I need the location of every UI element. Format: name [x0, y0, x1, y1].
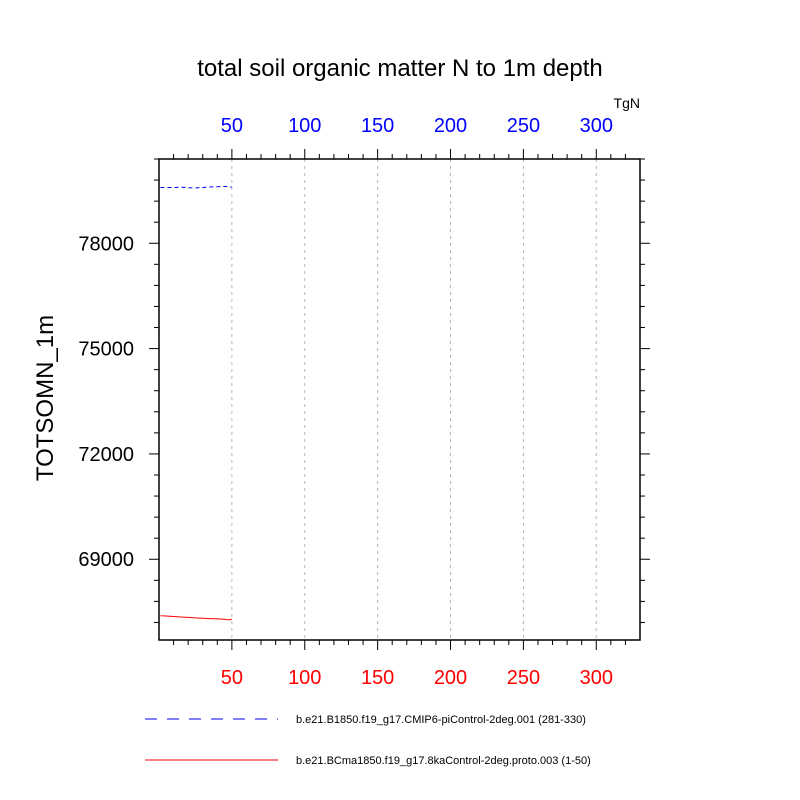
x-tick-label-top: 50: [221, 115, 243, 137]
legend: b.e21.B1850.f19_g17.CMIP6-piControl-2deg…: [145, 714, 591, 767]
y-tick-label: 75000: [78, 339, 134, 361]
x-tick-label-bottom: 200: [434, 667, 467, 689]
y-tick-label: 72000: [78, 444, 134, 466]
x-tick-label-top: 200: [434, 115, 467, 137]
x-tick-label-top: 250: [507, 115, 540, 137]
chart-title: total soil organic matter N to 1m depth: [197, 55, 603, 82]
y-tick-label: 69000: [78, 549, 134, 571]
plot-frame: [158, 158, 641, 641]
x-tick-label-bottom: 50: [221, 667, 243, 689]
x-tick-label-bottom: 100: [288, 667, 321, 689]
tick-labels: 50 50 100 100 150 150 200 200 250 250 300 300 69000 7…: [78, 115, 613, 689]
major-ticks: [149, 149, 650, 650]
y-axis-label: TOTSOMN_1m: [32, 315, 59, 481]
series-line-1: [160, 615, 232, 621]
grid-lines: [231, 159, 597, 640]
x-tick-label-top: 150: [361, 115, 394, 137]
minor-ticks: [154, 154, 645, 645]
x-tick-label-bottom: 150: [361, 667, 394, 689]
x-tick-label-bottom: 250: [507, 667, 540, 689]
x-tick-label-top: 100: [288, 115, 321, 137]
legend-label-red: b.e21.BCma1850.f19_g17.8kaControl-2deg.p…: [296, 755, 591, 767]
x-tick-label-top: 300: [580, 115, 613, 137]
y-tick-label: 78000: [78, 233, 134, 255]
legend-label-blue: b.e21.B1850.f19_g17.CMIP6-piControl-2deg…: [296, 714, 586, 726]
series-lines: [160, 185, 232, 621]
x-tick-label-bottom: 300: [580, 667, 613, 689]
series-line-0: [160, 185, 232, 189]
units-label: TgN: [614, 95, 640, 111]
